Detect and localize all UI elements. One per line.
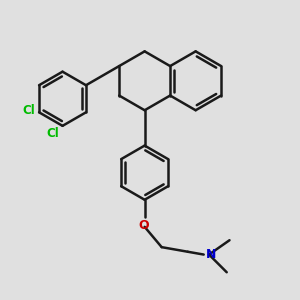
Text: Cl: Cl (46, 127, 59, 140)
Text: N: N (206, 248, 216, 261)
Text: O: O (139, 219, 149, 232)
Text: Cl: Cl (23, 104, 35, 117)
